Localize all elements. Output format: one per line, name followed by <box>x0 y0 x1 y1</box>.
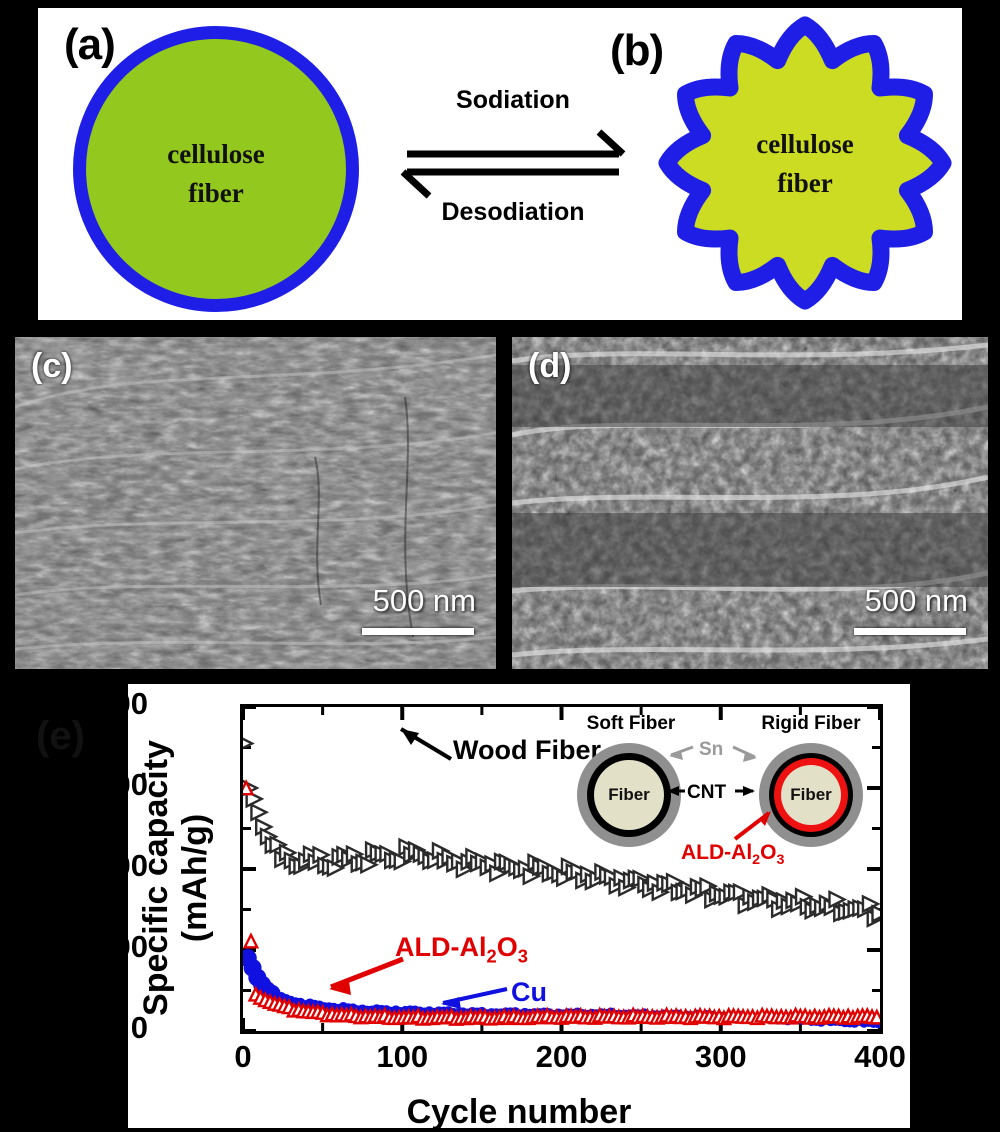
sem-image-d: (d) 500 nm <box>512 337 988 669</box>
annotation-ald-al2o3: ALD-Al2O3 <box>395 932 528 967</box>
ald-layer-rigid: Fiber <box>774 758 848 832</box>
y-tick-300: 300 <box>96 767 148 802</box>
scalebar-line-d <box>854 628 966 635</box>
sodiation-label: Sodiation <box>456 86 570 114</box>
capacity-cycling-chart: Specific capacity (mAh/g) Cycle number 0… <box>96 684 910 1131</box>
panel-d-label: (d) <box>528 347 572 385</box>
fiber-core-rigid: Fiber <box>781 765 841 825</box>
y-tick-100: 100 <box>96 929 148 964</box>
cellulose-fiber-circle: cellulose fiber <box>73 26 359 312</box>
star-label-line1: cellulose <box>756 129 854 159</box>
fiber-core-soft: Fiber <box>594 760 664 830</box>
star-label-line2: fiber <box>777 168 833 199</box>
panel-a-label: (a) <box>64 20 116 69</box>
circle-label-line2: fiber <box>188 178 244 209</box>
desodiation-label: Desodiation <box>441 198 585 226</box>
plot-area: Wood Fiber ALD-Al2O3 Cu Soft Fiber Rigid… <box>240 704 883 1034</box>
cellulose-fiber-circle-label: cellulose fiber <box>86 135 346 213</box>
cnt-layer-rigid: Fiber <box>769 753 853 837</box>
inset-rigid-fiber-title: Rigid Fiber <box>761 713 861 734</box>
plot-series-svg <box>243 707 880 1031</box>
schematic-panel: (a) cellulose fiber Sodiation Desodiatio… <box>38 8 962 320</box>
y-tick-200: 200 <box>96 848 148 883</box>
cnt-layer-soft: Fiber <box>587 753 671 837</box>
y-tick-0: 0 <box>130 1010 148 1045</box>
panel-b-label: (b) <box>610 26 664 75</box>
x-tick-100: 100 <box>376 1039 429 1074</box>
cellulose-fiber-star-label: cellulose fiber <box>655 125 955 203</box>
fiber-structure-inset: Soft Fiber Rigid Fiber Fiber Fiber Sn CN… <box>563 713 883 869</box>
panel-c-label: (c) <box>31 347 73 385</box>
x-tick-0: 0 <box>234 1039 252 1074</box>
inset-soft-fiber-title: Soft Fiber <box>586 713 676 734</box>
reaction-arrows-group: Sodiation Desodiation <box>393 86 633 246</box>
annotation-cu: Cu <box>511 977 547 1007</box>
inset-sn-label: Sn <box>699 739 724 760</box>
circle-label-line1: cellulose <box>167 139 265 169</box>
x-tick-400: 400 <box>854 1039 906 1074</box>
y-tick-400: 400 <box>96 686 148 721</box>
rigid-fiber-diagram: Fiber <box>759 743 863 847</box>
equilibrium-arrow-icon <box>400 129 626 199</box>
x-tick-300: 300 <box>694 1039 747 1074</box>
cellulose-fiber-star: cellulose fiber <box>655 13 955 313</box>
sem-texture-c <box>15 337 496 669</box>
panel-e-label: (e) <box>36 714 85 758</box>
y-axis-label: Specific capacity (mAh/g) <box>137 740 214 1016</box>
sem-texture-d <box>512 337 988 669</box>
scalebar-label-c: 500 nm <box>372 583 476 618</box>
soft-fiber-diagram: Fiber <box>577 743 681 847</box>
scalebar-line-c <box>362 628 474 635</box>
inset-ald-label: ALD-Al2O3 <box>681 841 785 869</box>
inset-cnt-label: CNT <box>687 782 727 803</box>
annotation-wood-fiber: Wood Fiber <box>453 735 601 765</box>
x-tick-200: 200 <box>535 1039 588 1074</box>
sem-image-c: (c) 500 nm <box>15 337 496 669</box>
scalebar-label-d: 500 nm <box>864 583 968 618</box>
x-axis-label: Cycle number <box>406 1093 632 1131</box>
